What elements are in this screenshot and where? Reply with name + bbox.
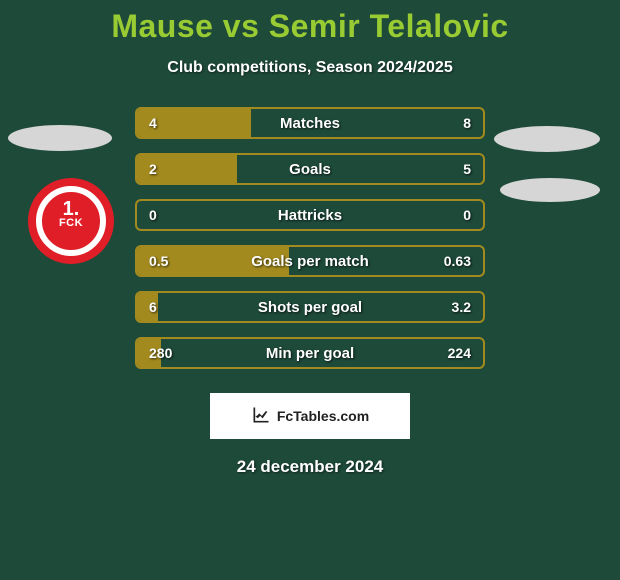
stat-label: Hattricks <box>137 207 483 224</box>
stat-right-value: 0.63 <box>444 253 471 269</box>
stat-row: 6Shots per goal3.2 <box>135 291 485 323</box>
stat-label: Goals per match <box>137 253 483 270</box>
stat-row: 0Hattricks0 <box>135 199 485 231</box>
stats-list: 4Matches8 2Goals5 0Hattricks0 0.5Goals per … <box>135 107 485 369</box>
stat-label: Min per goal <box>137 345 483 362</box>
comparison-card: Mause vs Semir Telalovic Club competitio… <box>0 0 620 477</box>
stat-right-value: 224 <box>448 345 471 361</box>
stats-icon <box>251 405 271 428</box>
stat-right-value: 5 <box>463 161 471 177</box>
stat-label: Shots per goal <box>137 299 483 316</box>
stat-label: Goals <box>137 161 483 178</box>
page-title: Mause vs Semir Telalovic <box>0 8 620 45</box>
stat-row: 0.5Goals per match0.63 <box>135 245 485 277</box>
stat-right-value: 8 <box>463 115 471 131</box>
page-subtitle: Club competitions, Season 2024/2025 <box>0 59 620 77</box>
date-label: 24 december 2024 <box>0 457 620 477</box>
stat-row: 280Min per goal224 <box>135 337 485 369</box>
branding-text: FcTables.com <box>277 408 369 424</box>
stat-right-value: 0 <box>463 207 471 223</box>
stat-label: Matches <box>137 115 483 132</box>
branding-badge: FcTables.com <box>210 393 410 439</box>
stat-row: 4Matches8 <box>135 107 485 139</box>
stat-row: 2Goals5 <box>135 153 485 185</box>
stat-right-value: 3.2 <box>452 299 471 315</box>
